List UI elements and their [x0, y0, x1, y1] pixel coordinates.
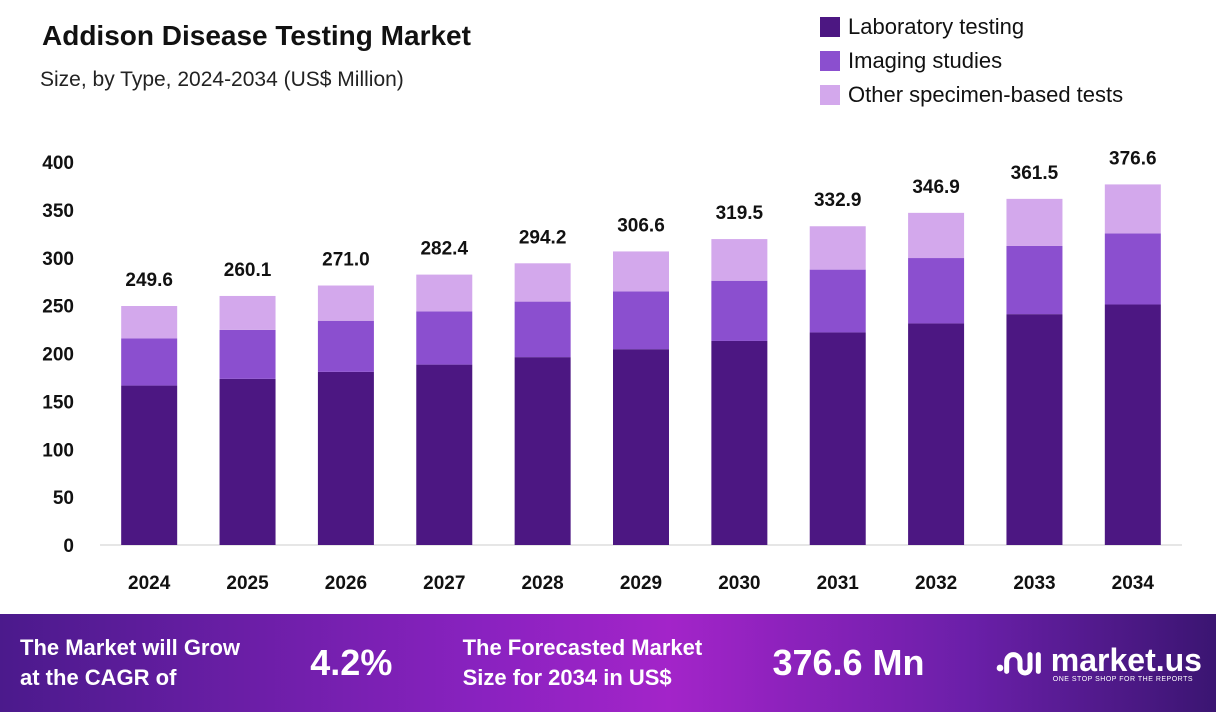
- bar-segment: [121, 385, 178, 545]
- bar-segment: [514, 263, 571, 302]
- data-label: 249.6: [125, 270, 173, 291]
- footer-banner: The Market will Grow at the CAGR of 4.2% …: [0, 614, 1216, 712]
- legend-label: Other specimen-based tests: [848, 82, 1124, 107]
- bar-segment: [711, 239, 768, 281]
- x-tick-label: 2033: [1013, 573, 1055, 594]
- bar-segment: [416, 364, 473, 545]
- y-tick-label: 100: [42, 440, 74, 461]
- brand-tagline: ONE STOP SHOP FOR THE REPORTS: [1052, 675, 1194, 683]
- legend-label: Imaging studies: [848, 48, 1003, 73]
- legend-item: Imaging studies: [820, 44, 1123, 78]
- legend-swatch: [820, 85, 840, 105]
- y-tick-label: 400: [42, 153, 74, 174]
- bar-segment: [613, 349, 669, 545]
- data-label: 319.5: [716, 203, 764, 224]
- chart-title: Addison Disease Testing Market: [42, 20, 471, 51]
- bar-segment: [1104, 184, 1161, 234]
- data-label: 271.0: [322, 250, 370, 271]
- y-tick-label: 300: [42, 249, 74, 270]
- forecast-label: The Forecasted Market Size for 2034 in US…: [462, 635, 703, 690]
- x-tick-label: 2024: [128, 573, 171, 594]
- bar-segment: [317, 320, 374, 372]
- bar-segment: [1104, 233, 1161, 305]
- data-label: 346.9: [912, 177, 960, 198]
- legend-swatch: [820, 51, 840, 71]
- x-tick-label: 2026: [325, 573, 367, 594]
- cagr-label: The Market will Grow at the CAGR of: [20, 635, 241, 690]
- y-tick-label: 0: [63, 536, 74, 557]
- bar-segment: [711, 340, 768, 545]
- legend-item: Other specimen-based tests: [820, 78, 1123, 112]
- bar-segment: [121, 306, 178, 339]
- data-label: 306.6: [617, 215, 665, 236]
- bar-segment: [1104, 304, 1161, 545]
- bar-segment: [1006, 245, 1063, 315]
- x-tick-label: 2028: [521, 573, 563, 594]
- cagr-value: 4.2%: [310, 642, 393, 683]
- y-tick-label: 350: [42, 201, 74, 222]
- x-tick-label: 2030: [718, 573, 760, 594]
- bar-segment: [711, 280, 768, 341]
- y-tick-label: 150: [42, 392, 74, 413]
- bar-segment: [514, 301, 571, 358]
- bar-segment: [416, 311, 473, 365]
- data-label: 376.6: [1109, 148, 1157, 169]
- bar-segment: [809, 332, 866, 545]
- bar-segment: [613, 291, 669, 350]
- data-label: 260.1: [224, 260, 272, 281]
- legend: Laboratory testing Imaging studies Other…: [820, 10, 1123, 112]
- bar-segment: [613, 251, 669, 292]
- bar-segment: [809, 226, 866, 270]
- brand-logo: market.us ONE STOP SHOP FOR THE REPORTS: [995, 643, 1202, 683]
- x-tick-label: 2025: [226, 573, 269, 594]
- bar-segment: [219, 329, 276, 379]
- legend-swatch: [820, 17, 840, 37]
- bar-segment: [121, 338, 178, 386]
- bar-segment: [908, 212, 965, 259]
- legend-label: Laboratory testing: [848, 14, 1025, 39]
- x-tick-label: 2031: [817, 573, 860, 594]
- bar-segment: [416, 274, 473, 312]
- x-tick-label: 2029: [620, 573, 662, 594]
- y-tick-label: 50: [53, 488, 74, 509]
- data-label: 332.9: [814, 190, 862, 211]
- bar-segment: [219, 378, 276, 545]
- bar-segment: [317, 371, 374, 545]
- x-tick-label: 2027: [423, 573, 465, 594]
- logo-icon: [996, 652, 1041, 676]
- bar-segment: [908, 323, 965, 545]
- chart-subtitle: Size, by Type, 2024-2034 (US$ Million): [40, 68, 404, 91]
- bar-segment: [908, 258, 965, 324]
- bar-segment: [1006, 314, 1063, 545]
- bar-segment: [1006, 198, 1063, 246]
- brand-name: market.us: [1050, 641, 1202, 678]
- data-label: 282.4: [420, 239, 468, 260]
- bar-segment: [219, 295, 276, 330]
- legend-item: Laboratory testing: [820, 10, 1123, 44]
- y-tick-label: 200: [42, 345, 74, 366]
- bar-segment: [809, 269, 866, 333]
- x-tick-label: 2032: [915, 573, 957, 594]
- data-label: 294.2: [519, 227, 567, 248]
- bar-segment: [514, 357, 571, 545]
- y-tick-label: 250: [42, 297, 74, 318]
- forecast-value: 376.6 Mn: [772, 642, 925, 683]
- data-label: 361.5: [1011, 163, 1059, 184]
- bar-chart: 0 50 100 150 200 250 300 350 400 249.6 2024 260.1 20…: [42, 148, 1182, 594]
- bar-segment: [317, 285, 374, 321]
- x-tick-label: 2034: [1112, 573, 1155, 594]
